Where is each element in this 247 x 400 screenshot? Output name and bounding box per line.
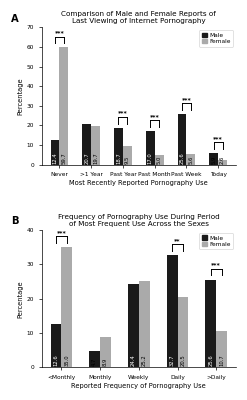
Text: ***: *** xyxy=(55,30,64,35)
Legend: Male, Female: Male, Female xyxy=(199,233,233,249)
Text: 18.7: 18.7 xyxy=(116,152,121,164)
Text: ***: *** xyxy=(213,136,223,141)
Text: 9.5: 9.5 xyxy=(125,155,130,164)
Bar xyxy=(89,351,100,368)
Bar xyxy=(100,337,111,368)
X-axis label: Reported Frequency of Pornography Use: Reported Frequency of Pornography Use xyxy=(71,383,206,389)
Bar xyxy=(128,284,139,368)
Bar xyxy=(123,146,132,165)
Text: 2.6: 2.6 xyxy=(220,155,225,164)
Bar xyxy=(206,280,216,368)
X-axis label: Most Recently Reported Pornography Use: Most Recently Reported Pornography Use xyxy=(69,180,208,186)
Text: 12.4: 12.4 xyxy=(53,152,58,164)
Y-axis label: Percentage: Percentage xyxy=(18,77,24,115)
Bar xyxy=(51,140,60,165)
Text: ***: *** xyxy=(182,97,191,102)
Text: ***: *** xyxy=(211,262,221,267)
Text: 59.7: 59.7 xyxy=(62,152,66,164)
Bar xyxy=(218,160,227,165)
Text: 20.5: 20.5 xyxy=(181,354,185,366)
Text: 12.6: 12.6 xyxy=(54,354,59,366)
Bar xyxy=(167,255,178,368)
Text: 10.7: 10.7 xyxy=(219,354,224,366)
Text: **: ** xyxy=(174,238,181,243)
Text: 25.6: 25.6 xyxy=(208,354,213,366)
Text: A: A xyxy=(11,14,19,24)
Title: Frequency of Pornography Use During Period
of Most Frequent Use Across the Sexes: Frequency of Pornography Use During Peri… xyxy=(58,214,220,227)
Y-axis label: Percentage: Percentage xyxy=(18,280,24,318)
Bar xyxy=(62,247,72,368)
Text: 24.4: 24.4 xyxy=(131,354,136,366)
Text: 5.9: 5.9 xyxy=(211,155,216,164)
Bar xyxy=(60,48,68,165)
Text: 8.9: 8.9 xyxy=(103,357,108,366)
Bar xyxy=(178,114,186,165)
Text: 4.7: 4.7 xyxy=(92,357,97,366)
Legend: Male, Female: Male, Female xyxy=(199,30,233,46)
Text: B: B xyxy=(11,216,18,226)
Text: 25.6: 25.6 xyxy=(180,152,185,164)
Bar xyxy=(146,131,155,165)
Text: 5.0: 5.0 xyxy=(157,155,162,164)
Title: Comparison of Male and Female Reports of
Last Viewing of Internet Pornography: Comparison of Male and Female Reports of… xyxy=(62,11,216,24)
Text: ***: *** xyxy=(57,230,66,235)
Bar xyxy=(155,155,164,165)
Bar xyxy=(178,297,188,368)
Text: 19.7: 19.7 xyxy=(93,152,98,164)
Text: 17.0: 17.0 xyxy=(148,152,153,164)
Text: 32.7: 32.7 xyxy=(170,354,175,366)
Bar xyxy=(51,324,62,368)
Bar xyxy=(216,331,227,368)
Bar xyxy=(139,281,150,368)
Text: 25.2: 25.2 xyxy=(142,354,147,366)
Text: ***: *** xyxy=(118,111,128,116)
Bar xyxy=(114,128,123,165)
Text: 5.6: 5.6 xyxy=(188,155,193,164)
Text: ***: *** xyxy=(150,114,160,119)
Bar xyxy=(91,126,100,165)
Text: 20.7: 20.7 xyxy=(84,152,89,164)
Text: 35.0: 35.0 xyxy=(64,354,69,366)
Bar xyxy=(186,154,195,165)
Bar xyxy=(209,153,218,165)
Bar xyxy=(82,124,91,165)
